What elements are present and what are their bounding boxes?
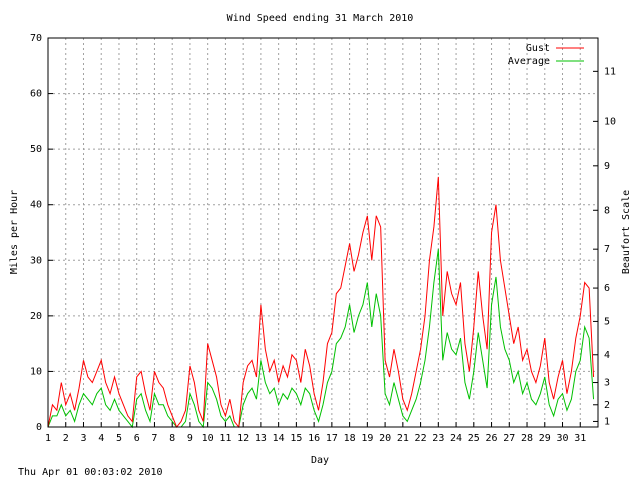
x-tick-label: 6 [134,433,140,444]
x-tick-label: 18 [344,433,356,444]
x-tick-label: 9 [187,433,193,444]
y-axis-label: Miles per Hour [9,190,20,274]
x-tick-label: 14 [273,433,285,444]
y2-tick-label: 8 [604,205,610,216]
x-tick-label: 7 [151,433,157,444]
y2-tick-label: 7 [604,244,610,255]
y-tick-label: 20 [30,311,42,322]
x-tick-label: 23 [432,433,444,444]
x-tick-label: 1 [45,433,51,444]
x-tick-label: 22 [415,433,427,444]
plot-border [47,37,599,428]
y-tick-label: 50 [30,144,42,155]
x-tick-label: 4 [98,433,104,444]
x-tick-label: 30 [556,433,568,444]
x-tick-label: 21 [397,433,409,444]
y2-tick-label: 5 [604,316,610,327]
x-tick-label: 3 [80,433,86,444]
y2-tick-label: 6 [604,283,610,294]
y2-tick-label: 4 [604,350,610,361]
x-tick-label: 13 [255,433,267,444]
y-tick-label: 70 [30,33,42,44]
x-tick-label: 12 [237,433,249,444]
y2-tick-label: 3 [604,378,610,389]
x-axis-label: Day [311,455,329,466]
x-tick-label: 25 [468,433,480,444]
x-tick-label: 31 [574,433,586,444]
x-tick-label: 8 [169,433,175,444]
x-tick-label: 27 [503,433,515,444]
x-tick-label: 28 [521,433,533,444]
y-tick-label: 10 [30,366,42,377]
x-tick-label: 15 [290,433,302,444]
series-line [47,249,595,429]
x-tick-label: 20 [379,433,391,444]
y-tick-label: 30 [30,255,42,266]
x-tick-label: 10 [202,433,214,444]
y2-tick-label: 9 [604,161,610,172]
x-tick-label: 5 [116,433,122,444]
x-tick-label: 2 [63,433,69,444]
x-tick-label: 26 [486,433,498,444]
x-tick-label: 19 [361,433,373,444]
x-tick-label: 24 [450,433,462,444]
series-line [47,176,595,429]
x-tick-label: 29 [539,433,551,444]
x-tick-label: 11 [219,433,231,444]
y2-tick-label: 1 [604,416,610,427]
legend-label: Average [508,56,550,67]
y-tick-label: 60 [30,89,42,100]
footer: Thu Apr 01 00:03:02 2010 [18,467,163,478]
x-tick-label: 17 [326,433,338,444]
y-tick-label: 0 [36,422,42,433]
y-tick-label: 40 [30,200,42,211]
y2-axis-label: Beaufort Scale [621,190,632,274]
x-tick-label: 16 [308,433,320,444]
chart-title: Wind Speed ending 31 March 2010 [227,13,414,24]
y2-tick-label: 11 [604,66,616,77]
y2-tick-label: 10 [604,116,616,127]
y2-tick-label: 2 [604,400,610,411]
legend-label: Gust [526,43,550,54]
